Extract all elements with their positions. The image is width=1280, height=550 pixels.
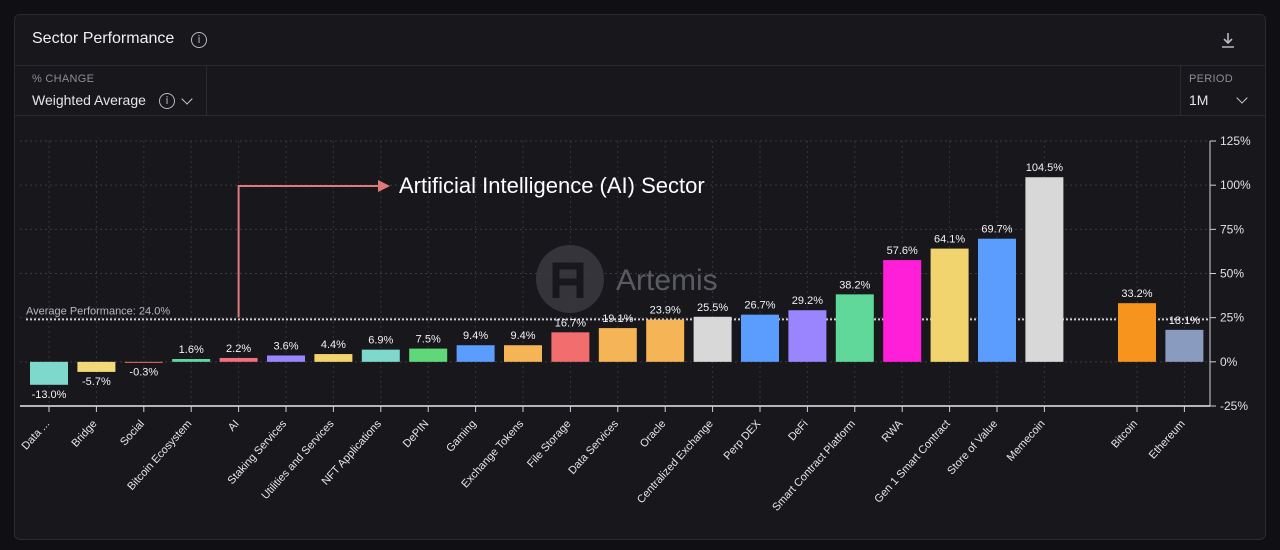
x-tick-label: DeFi	[786, 418, 810, 443]
change-value: Weighted Average	[32, 92, 146, 108]
info-icon[interactable]: i	[159, 93, 175, 109]
data-label: 104.5%	[1026, 162, 1064, 174]
page-title: Sector Performance	[32, 30, 175, 47]
bar	[598, 328, 637, 362]
bar	[30, 361, 68, 385]
y-tick-label: 125%	[1220, 134, 1251, 148]
data-label: 1.6%	[179, 344, 204, 356]
y-tick-label: 50%	[1220, 267, 1244, 281]
data-label: 16.7%	[555, 317, 586, 329]
panel-header: Sector Performance i	[15, 15, 1265, 66]
bar	[456, 345, 495, 362]
bar	[646, 319, 685, 362]
artemis-watermark: Artemis	[536, 245, 718, 313]
data-label: -0.3%	[129, 366, 158, 378]
x-tick-label: Social	[118, 418, 147, 448]
bar	[930, 248, 969, 362]
x-tick-label: Bridge	[69, 418, 99, 450]
x-tick-label: DePIN	[401, 418, 432, 450]
data-label: 19.1%	[602, 313, 633, 325]
data-label: 9.4%	[463, 330, 488, 342]
x-tick-label: Data Services	[566, 418, 621, 477]
data-label: 2.2%	[226, 343, 251, 355]
y-tick-label: 25%	[1220, 311, 1244, 325]
download-icon[interactable]	[1219, 31, 1237, 49]
data-label: -5.7%	[82, 376, 111, 388]
data-label: 6.9%	[368, 335, 393, 347]
bar	[978, 238, 1016, 362]
bar	[741, 314, 779, 362]
data-label: 29.2%	[792, 295, 823, 307]
y-tick-label: 0%	[1220, 355, 1238, 369]
bar	[788, 310, 827, 362]
x-tick-label: AI	[226, 418, 242, 434]
bar	[267, 355, 305, 362]
bar	[314, 354, 353, 362]
data-label: 57.6%	[887, 245, 918, 257]
bar	[361, 349, 400, 362]
x-tick-label: Store of Value	[945, 418, 1000, 477]
data-label: 33.2%	[1121, 288, 1152, 300]
bars-layer: Average Performance: 24.0% -13.0% Data ...…	[20, 162, 1210, 514]
data-label: 25.5%	[697, 302, 728, 314]
bar	[409, 348, 448, 362]
data-label: 38.2%	[839, 279, 870, 291]
chart-controls: % CHANGE Weighted Average i PERIOD 1M	[15, 65, 1265, 116]
x-tick-label: Smart Contract Platform	[770, 418, 858, 514]
y-tick-label: 100%	[1220, 178, 1251, 192]
annotation-arrowhead	[378, 180, 390, 192]
data-label: 4.4%	[321, 339, 346, 351]
data-label: 64.1%	[934, 234, 965, 246]
bar	[883, 260, 922, 362]
data-label: 69.7%	[981, 224, 1012, 236]
watermark-text: Artemis	[616, 264, 718, 297]
data-label: 7.5%	[416, 334, 441, 346]
change-select[interactable]: % CHANGE Weighted Average i	[15, 65, 207, 115]
x-tick-label: Oracle	[638, 418, 669, 450]
average-label: Average Performance: 24.0%	[26, 305, 170, 317]
data-label: 23.9%	[650, 305, 681, 317]
bar	[504, 345, 542, 362]
annotation-text: Artificial Intelligence (AI) Sector	[399, 173, 705, 198]
x-tick-label: Memecoin	[1005, 418, 1048, 464]
bar	[1118, 303, 1156, 362]
period-label: PERIOD	[1189, 73, 1233, 85]
bar	[124, 361, 163, 363]
data-label: 26.7%	[744, 300, 775, 312]
ai-annotation: Artificial Intelligence (AI) Sector	[237, 173, 705, 318]
annotation-arrow	[237, 185, 378, 318]
x-tick-label: Data ...	[20, 418, 53, 452]
data-label: 18.1%	[1169, 315, 1200, 327]
period-select[interactable]: PERIOD 1M	[1180, 65, 1265, 115]
info-icon[interactable]: i	[191, 32, 207, 48]
data-label: 3.6%	[273, 340, 298, 352]
x-tick-label: Gaming	[444, 418, 479, 455]
change-label: % CHANGE	[32, 73, 95, 85]
y-tick-label: 75%	[1220, 222, 1244, 236]
bar	[77, 361, 116, 372]
bar	[172, 359, 211, 362]
bar	[219, 357, 258, 362]
bar	[551, 332, 590, 362]
y-tick-label: -25%	[1220, 399, 1248, 413]
bar	[1025, 177, 1064, 362]
bar	[835, 294, 874, 362]
data-label: 9.4%	[510, 330, 535, 342]
x-tick-label: RWA	[880, 417, 906, 444]
period-value: 1M	[1189, 92, 1209, 108]
x-tick-label: Bitcoin	[1109, 418, 1140, 451]
x-tick-label: Ethereum	[1147, 418, 1188, 461]
x-tick-label: File Storage	[525, 418, 574, 470]
data-label: -13.0%	[32, 389, 67, 401]
bar	[1165, 329, 1204, 362]
x-tick-label: Perp DEX	[722, 417, 764, 462]
bar	[693, 316, 732, 362]
